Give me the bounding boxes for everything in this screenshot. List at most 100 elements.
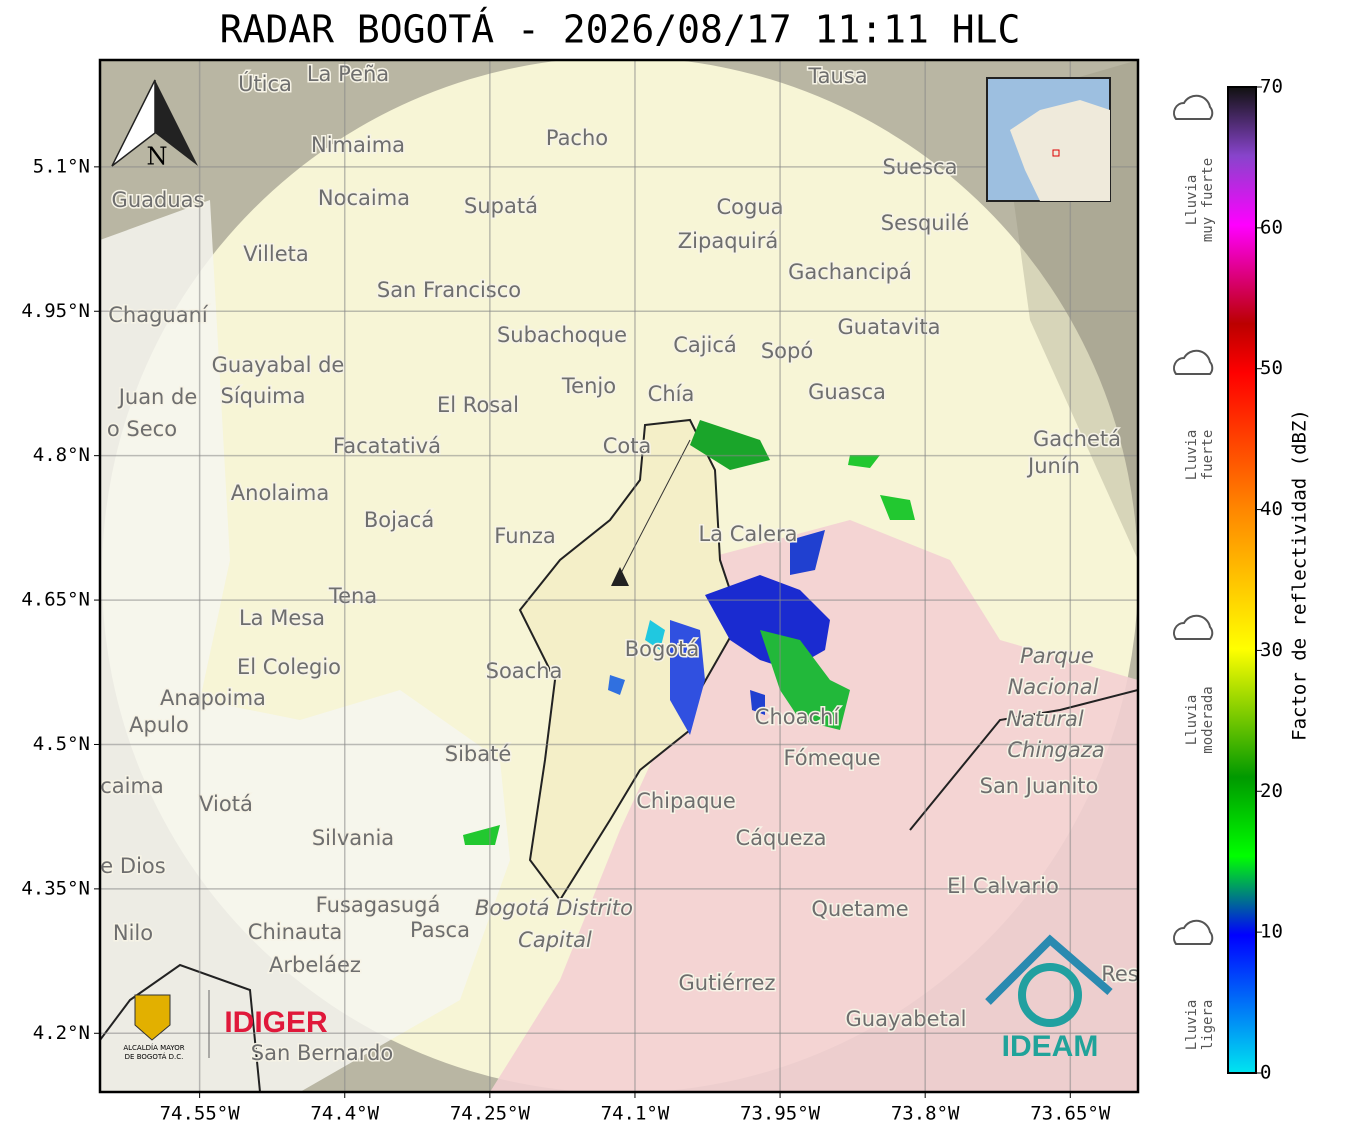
place-label: La Calera bbox=[698, 522, 797, 546]
radial bbox=[619, 439, 691, 576]
place-label: Guatavita bbox=[838, 315, 941, 339]
place-label: Quetame bbox=[811, 897, 908, 921]
rain-icon bbox=[1173, 349, 1214, 375]
place-label: Nocaima bbox=[318, 186, 410, 210]
colorbar-tick-label: 40 bbox=[1260, 498, 1283, 520]
y-tick-label: 4.95°N bbox=[21, 300, 90, 322]
place-label: La Mesa bbox=[239, 606, 325, 630]
y-tick-label: 5.1°N bbox=[33, 155, 90, 177]
place-label: Funza bbox=[494, 524, 555, 548]
place-label: Facatativá bbox=[333, 434, 441, 458]
colorbar-tick-label: 20 bbox=[1260, 780, 1283, 802]
x-tick-label: 74.1°W bbox=[601, 1103, 670, 1125]
place-label: El Colegio bbox=[237, 655, 341, 679]
place-label: Pacho bbox=[546, 126, 608, 150]
place-label: San Bernardo bbox=[251, 1041, 393, 1065]
radar-echoes bbox=[463, 420, 915, 845]
colorbar-tick-label: 30 bbox=[1260, 639, 1283, 661]
place-label: Gachetá bbox=[1033, 427, 1121, 451]
rain-label: Lluvia bbox=[1184, 695, 1200, 746]
place-label: Nacional bbox=[1008, 675, 1099, 699]
place-label: caima bbox=[100, 774, 164, 798]
place-label: Anapoima bbox=[160, 686, 266, 710]
place-label: Bojacá bbox=[364, 508, 434, 532]
rain-label: moderada bbox=[1200, 686, 1216, 753]
place-label: Apulo bbox=[129, 713, 189, 737]
place-label: Arbeláez bbox=[269, 953, 361, 977]
place-label: Guayabetal bbox=[846, 1007, 967, 1031]
place-label: Cáqueza bbox=[736, 826, 827, 850]
title: RADAR BOGOTÁ - 2026/08/17 11:11 HLC bbox=[220, 8, 1021, 52]
place-label: Gachancipá bbox=[788, 260, 912, 284]
place-label: Chía bbox=[648, 382, 695, 406]
place-label: o Seco bbox=[107, 417, 177, 441]
colorbar bbox=[1227, 86, 1257, 1074]
map-area: La Peña Útica Tausa Pacho Nimaima Guaduas Noca… bbox=[100, 60, 1139, 1092]
rain-label: Lluvia bbox=[1184, 430, 1200, 481]
place-label: Fómeque bbox=[783, 746, 880, 770]
place-label: Nilo bbox=[113, 921, 153, 945]
logo-ideam: IDEAM bbox=[985, 934, 1113, 1063]
place-label: Bogotá bbox=[625, 637, 700, 661]
colorbar-label: Factor de reflectividad (dBZ) bbox=[1289, 409, 1311, 741]
place-label: Silvania bbox=[312, 826, 394, 850]
place-label: Sopó bbox=[761, 339, 813, 363]
rain-level: Lluvia fuerte bbox=[1173, 349, 1216, 481]
place-label: Sibaté bbox=[445, 742, 512, 766]
place-label: La Peña bbox=[307, 62, 389, 86]
y-tick-label: 4.2°N bbox=[33, 1022, 90, 1044]
bogota-district bbox=[518, 418, 742, 902]
north-label: N bbox=[147, 143, 168, 171]
place-label: Supatá bbox=[464, 194, 538, 218]
place-label: San Juanito bbox=[980, 774, 1099, 798]
place-label: Nimaima bbox=[311, 133, 405, 157]
place-label: El Calvario bbox=[947, 874, 1059, 898]
rain-label: fuerte bbox=[1200, 430, 1216, 481]
x-tick-label: 73.65°W bbox=[1030, 1103, 1111, 1125]
colorbar-tick-label: 50 bbox=[1260, 357, 1283, 379]
place-label: San Francisco bbox=[377, 278, 521, 302]
place-label: Guaduas bbox=[112, 188, 205, 212]
place-label: Bogotá Distrito bbox=[475, 896, 633, 920]
y-tick-label: 4.35°N bbox=[21, 877, 90, 899]
colorbar-tick-label: 70 bbox=[1260, 76, 1283, 98]
logo-text: ALCALDÍA MAYOR bbox=[123, 1043, 184, 1052]
place-label: Chipaque bbox=[636, 789, 736, 813]
rain-level: Lluvia muy fuerte bbox=[1173, 94, 1216, 242]
north-arrow: N bbox=[111, 79, 198, 171]
place-label: Natural bbox=[1006, 707, 1084, 731]
place-label: Tenjo bbox=[561, 374, 616, 398]
rain-level: Lluvia ligera bbox=[1173, 919, 1216, 1050]
place-label: Tena bbox=[328, 584, 377, 608]
boundary bbox=[100, 963, 261, 1092]
rain-icon bbox=[1173, 94, 1214, 120]
place-label: Anolaima bbox=[231, 481, 329, 505]
place-label: Res bbox=[1101, 962, 1139, 986]
place-label: Parque bbox=[1020, 644, 1094, 668]
x-tick-label: 73.8°W bbox=[891, 1103, 960, 1125]
place-label: Viotá bbox=[199, 792, 253, 816]
place-label: Pasca bbox=[410, 918, 470, 942]
lowland bbox=[100, 200, 510, 1092]
y-tick-label: 4.8°N bbox=[33, 444, 90, 466]
logo-text: DE BOGOTÁ D.C. bbox=[125, 1052, 184, 1061]
x-tick-label: 74.4°W bbox=[310, 1103, 379, 1125]
place-label: Síquima bbox=[221, 384, 306, 408]
y-tick-label: 4.5°N bbox=[33, 733, 90, 755]
y-tick-label: 4.65°N bbox=[21, 589, 90, 611]
place-label: Guayabal de bbox=[212, 353, 345, 377]
logo-text: IDEAM bbox=[1002, 1030, 1099, 1063]
colorbar-tick-label: 10 bbox=[1260, 921, 1283, 943]
place-label: El Rosal bbox=[437, 393, 519, 417]
boundary bbox=[909, 689, 1138, 831]
colorbar-tick-label: 60 bbox=[1260, 216, 1283, 238]
place-label: Soacha bbox=[486, 659, 563, 683]
logo-alcaldia: ALCALDÍA MAYOR DE BOGOTÁ D.C. IDIGER bbox=[123, 990, 328, 1061]
rain-icon bbox=[1173, 614, 1214, 640]
place-label: Juan de bbox=[117, 385, 198, 409]
inset-map bbox=[986, 77, 1111, 202]
place-label: Cota bbox=[603, 434, 652, 458]
place-label: Cogua bbox=[716, 195, 783, 219]
rain-label: Lluvia bbox=[1184, 175, 1200, 226]
